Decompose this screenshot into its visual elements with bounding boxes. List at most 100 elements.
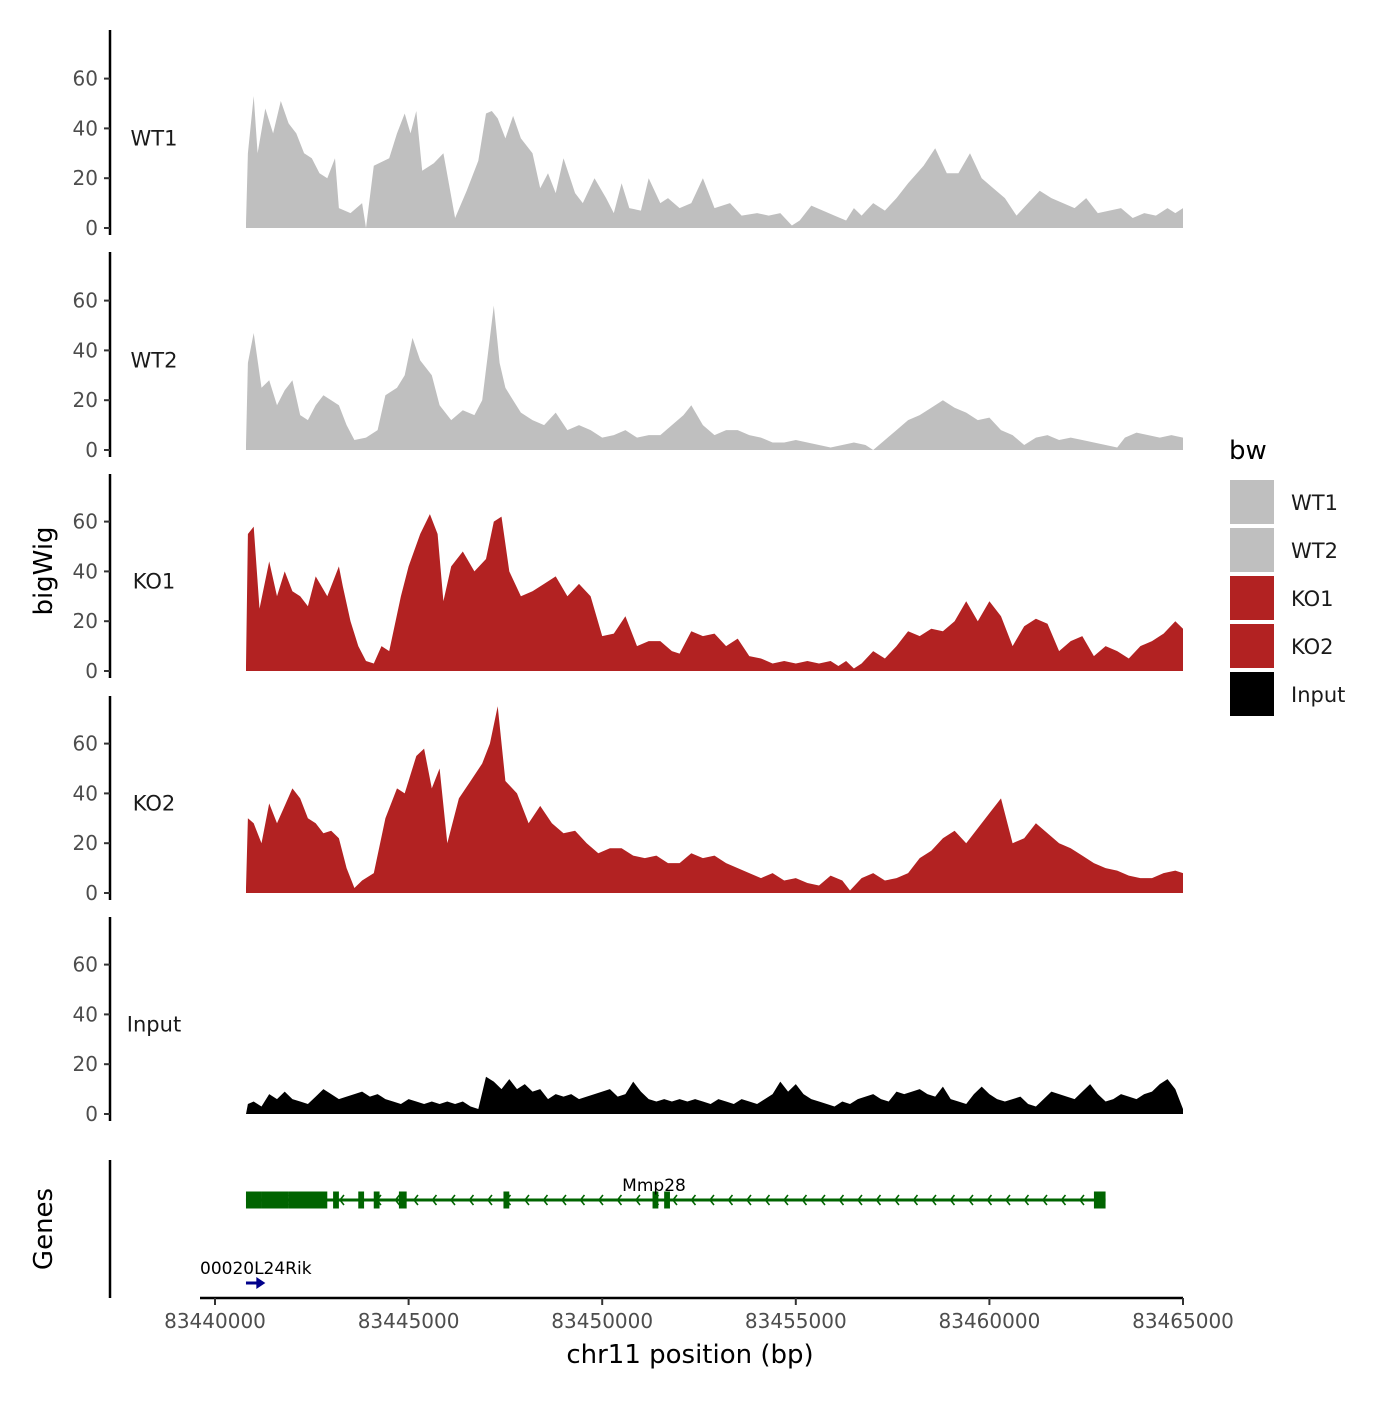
legend-label: WT2	[1291, 539, 1338, 563]
strand-arrow	[912, 1194, 919, 1206]
track-ko1: 0 20 40 60 KO1	[73, 474, 1183, 683]
x-axis: 83440000 83445000 83450000 83455000 83460000…	[164, 1296, 1234, 1333]
y-tick-label: 40	[73, 781, 98, 805]
y-tick-label: 20	[73, 388, 98, 412]
strand-arrow	[338, 1194, 345, 1206]
genes-track: Mmp28 00020L24Rik	[108, 1160, 1106, 1298]
strand-arrow	[838, 1194, 845, 1206]
x-tick-label: 83445000	[358, 1309, 460, 1333]
legend-swatch	[1230, 576, 1274, 620]
legend-item-wt2: WT2	[1230, 528, 1338, 572]
legend-item-ko2: KO2	[1230, 624, 1334, 668]
strand-arrow	[431, 1194, 438, 1206]
strand-arrow	[690, 1194, 697, 1206]
strand-arrow	[486, 1194, 493, 1206]
track-ko2: 0 20 40 60 KO2	[73, 696, 1183, 905]
track-wt1: 0 20 40 60 WT1	[73, 30, 1183, 240]
legend-label: WT1	[1291, 491, 1338, 515]
strand-arrow	[782, 1194, 789, 1206]
gene-mmp28: Mmp28	[245, 1176, 1106, 1209]
gene-exon	[245, 1191, 262, 1209]
track-label: WT2	[131, 348, 178, 372]
coverage-area-wt1	[246, 96, 1183, 228]
track-label: KO1	[133, 569, 176, 593]
track-wt2: 0 20 40 60 WT2	[73, 252, 1183, 462]
strand-arrow	[449, 1194, 456, 1206]
coverage-area-ko1	[246, 514, 1183, 671]
strand-arrow	[893, 1194, 900, 1206]
y-tick-label: 40	[73, 338, 98, 362]
legend-swatch	[1230, 672, 1274, 716]
strand-arrow	[1004, 1194, 1011, 1206]
coverage-area-ko2	[246, 706, 1183, 893]
strand-arrow	[671, 1194, 678, 1206]
gene-exon	[261, 1191, 289, 1209]
y-tick-label: 40	[73, 559, 98, 583]
y-tick-label: 60	[73, 289, 98, 313]
strand-arrow	[394, 1194, 401, 1206]
x-tick-label: 83460000	[939, 1309, 1041, 1333]
legend-label: Input	[1291, 683, 1345, 707]
strand-arrow	[468, 1194, 475, 1206]
legend-item-input: Input	[1230, 672, 1345, 716]
gene-exon	[503, 1191, 510, 1209]
y-tick-label: 20	[73, 166, 98, 190]
strand-arrow	[597, 1194, 604, 1206]
strand-arrow	[745, 1194, 752, 1206]
y-tick-label: 0	[85, 438, 98, 462]
strand-arrow	[801, 1194, 808, 1206]
y-tick-label: 0	[85, 1102, 98, 1126]
gene-exon	[652, 1191, 659, 1209]
x-tick-label: 83465000	[1132, 1309, 1234, 1333]
strand-arrow	[949, 1194, 956, 1206]
y-tick-label: 40	[73, 1002, 98, 1026]
y-tick-label: 60	[73, 510, 98, 534]
strand-arrow	[523, 1194, 530, 1206]
strand-arrow	[579, 1194, 586, 1206]
strand-arrow	[930, 1194, 937, 1206]
track-label: WT1	[131, 126, 178, 150]
track-label: Input	[127, 1012, 181, 1036]
strand-arrow	[616, 1194, 623, 1206]
strand-arrow	[727, 1194, 734, 1206]
x-tick-label: 83450000	[551, 1309, 653, 1333]
legend-label: KO1	[1291, 587, 1334, 611]
strand-arrow	[560, 1194, 567, 1206]
gene-exon	[288, 1191, 328, 1209]
legend-swatch	[1230, 528, 1274, 572]
y-tick-label: 20	[73, 1052, 98, 1076]
strand-arrow	[819, 1194, 826, 1206]
strand-arrow	[856, 1194, 863, 1206]
y-tick-label: 60	[73, 953, 98, 977]
gene-exon	[373, 1191, 380, 1209]
legend-swatch	[1230, 480, 1274, 524]
y-tick-label: 60	[73, 67, 98, 91]
x-tick-label: 83440000	[164, 1309, 266, 1333]
strand-arrow	[1023, 1194, 1030, 1206]
strand-arrow	[256, 1277, 266, 1289]
strand-arrow	[708, 1194, 715, 1206]
legend: WT1 WT2 KO1 KO2 Input	[1230, 480, 1345, 716]
strand-arrow	[542, 1194, 549, 1206]
gene-exon	[333, 1191, 339, 1209]
genes-track-title: Genes	[29, 1188, 59, 1270]
x-axis-title: chr11 position (bp)	[566, 1340, 813, 1370]
y-tick-label: 0	[85, 881, 98, 905]
coverage-tracks: 0 20 40 60 WT1 0 20 40 60 WT2 0 20 40 60 KO1 0 20 40 60 KO2…	[73, 30, 1183, 1126]
track-label: KO2	[133, 791, 176, 815]
y-tick-label: 20	[73, 609, 98, 633]
y-tick-label: 0	[85, 659, 98, 683]
coverage-area-wt2	[246, 305, 1183, 450]
legend-item-ko1: KO1	[1230, 576, 1334, 620]
legend-title: bw	[1229, 436, 1267, 466]
gene-exon	[358, 1191, 365, 1209]
strand-arrow	[1041, 1194, 1048, 1206]
strand-arrow	[412, 1194, 419, 1206]
strand-arrow	[986, 1194, 993, 1206]
legend-swatch	[1230, 624, 1274, 668]
gene-label: Mmp28	[622, 1176, 686, 1196]
strand-arrow	[1060, 1194, 1067, 1206]
strand-arrow	[875, 1194, 882, 1206]
